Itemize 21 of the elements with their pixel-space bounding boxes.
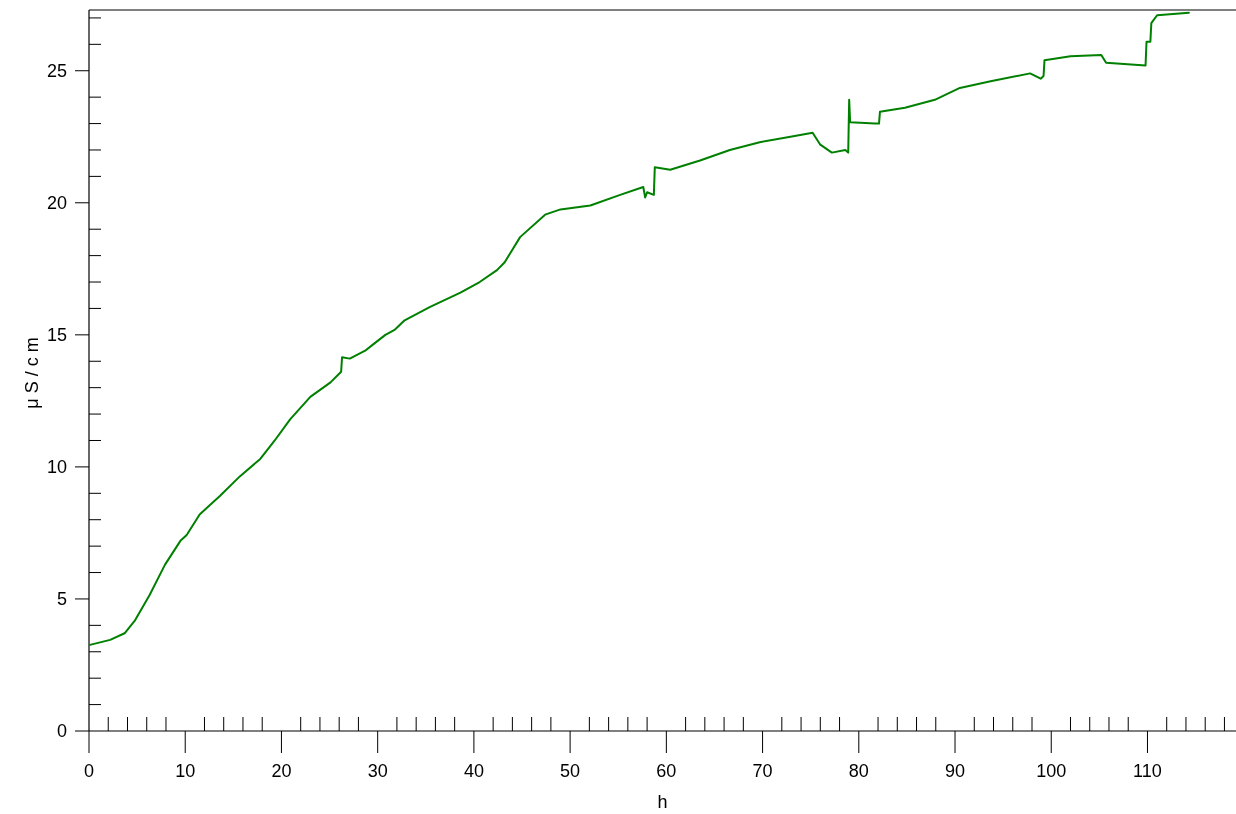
x-tick-label: 20 [271, 761, 292, 781]
line-series [88, 11, 1190, 646]
x-tick-label: 40 [463, 761, 484, 781]
y-axis-title: μS/cm [22, 332, 42, 409]
x-tick-label: 0 [83, 761, 95, 781]
x-tick-label: 10 [175, 761, 196, 781]
x-axis-title: h [657, 792, 668, 812]
x-tick-label: 60 [656, 761, 677, 781]
y-tick-label: 20 [46, 193, 67, 214]
x-tick-label: 30 [367, 761, 388, 781]
x-tick-label: 50 [560, 761, 581, 781]
x-tick-label: 110 [1133, 761, 1162, 781]
y-tick-label: 10 [46, 457, 67, 478]
y-tick-label: 15 [46, 325, 67, 346]
y-tick-label: 25 [46, 61, 67, 82]
y-tick-label: 0 [56, 721, 67, 742]
x-tick-label: 100 [1036, 761, 1067, 781]
x-tick-label: 80 [848, 761, 869, 781]
y-tick-label: 5 [56, 589, 67, 610]
x-tick-label: 70 [752, 761, 773, 781]
x-tick-label: 90 [945, 761, 966, 781]
